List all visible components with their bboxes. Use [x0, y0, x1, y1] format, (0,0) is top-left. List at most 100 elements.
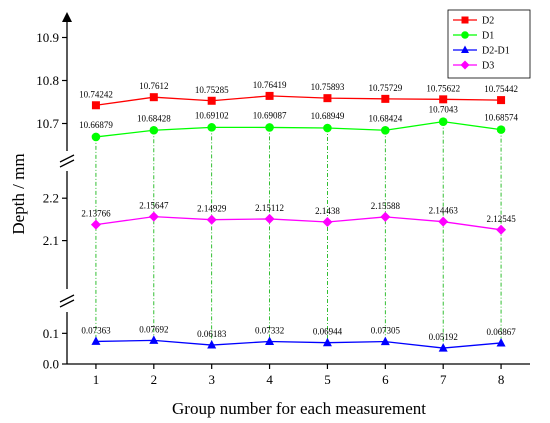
legend-marker-d1 [461, 31, 469, 39]
data-label-d1: 10.69087 [253, 110, 287, 120]
data-point-d3 [496, 224, 507, 235]
data-label-d2: 10.75285 [195, 85, 229, 95]
x-tick-label: 1 [93, 372, 100, 387]
series-line-d3 [95, 216, 502, 231]
data-point-d2 [207, 96, 216, 105]
x-tick-label: 5 [324, 372, 331, 387]
data-label-d2: 10.7612 [139, 81, 168, 91]
data-point-d2 [381, 94, 390, 103]
axis-break-mark [59, 294, 75, 303]
legend-marker-d2 [461, 16, 469, 24]
axis-break-mark [59, 154, 75, 163]
data-point-d2-d1 [322, 337, 332, 347]
data-point-d2 [265, 91, 274, 100]
data-label-d3: 2.14929 [197, 204, 227, 214]
y-tick-label: 10.8 [36, 73, 59, 88]
data-point-d3 [90, 219, 101, 230]
data-label-d2: 10.74242 [79, 89, 113, 99]
data-point-d3 [322, 217, 333, 228]
data-label-d3: 2.15112 [255, 203, 284, 213]
legend-marker-d3 [460, 60, 470, 70]
axes: 0.0 0.1 2.1 2.2 10.7 10.8 10.9 1 2 3 4 5 6 7 8 [36, 12, 530, 387]
y-axis-arrow-icon [62, 12, 72, 22]
x-tick-label: 2 [151, 372, 158, 387]
series-line-d1 [95, 120, 502, 138]
data-label-d1: 10.69102 [195, 110, 229, 120]
data-point-d1 [381, 125, 390, 135]
data-label-d2: 10.76419 [253, 80, 287, 90]
data-point-d1 [265, 123, 274, 132]
series-layer [90, 91, 507, 352]
data-label-d2-d1: 0.06867 [486, 327, 516, 337]
data-point-d2 [497, 96, 506, 105]
data-point-d1 [496, 125, 506, 134]
data-label-d3: 2.1438 [315, 206, 340, 216]
data-point-d2-d1 [380, 336, 390, 346]
data-point-d2 [323, 94, 332, 103]
x-tick-label: 3 [208, 372, 215, 387]
data-label-d2: 10.75622 [426, 83, 460, 93]
data-label-d1: 10.7043 [429, 105, 459, 115]
data-label-d1: 10.66879 [79, 120, 113, 130]
axis-break-mark [59, 159, 75, 168]
data-label-d2-d1: 0.07692 [139, 324, 168, 334]
data-point-d2 [91, 101, 100, 110]
data-point-d1 [323, 123, 332, 133]
y-tick-label: 0.1 [43, 326, 59, 341]
data-label-d2: 10.75442 [484, 84, 518, 94]
data-point-d3 [438, 216, 449, 227]
data-label-d3: 2.12545 [486, 214, 516, 224]
drop-lines [95, 121, 502, 349]
legend-marker-d2-d1 [461, 45, 469, 53]
data-point-d3 [264, 213, 275, 224]
data-label-d2-d1: 0.06183 [197, 329, 227, 339]
data-point-d2-d1 [265, 336, 275, 346]
data-point-d2-d1 [438, 343, 448, 352]
y-tick-label: 2.1 [43, 233, 59, 248]
data-label-d1: 10.68428 [137, 113, 171, 123]
x-tick-label: 8 [498, 372, 505, 387]
data-point-d2-d1 [91, 336, 101, 345]
data-point-d1 [438, 117, 448, 126]
data-point-d3 [380, 211, 391, 222]
series-line-d2-d1 [95, 339, 502, 349]
axis-break-mark [59, 299, 75, 308]
data-label-d2-d1: 0.06944 [313, 327, 343, 337]
data-point-d2 [149, 93, 158, 102]
legend-label-d2-d1: D2-D1 [482, 46, 510, 57]
data-label-d2-d1: 0.07332 [255, 326, 284, 336]
y-tick-label: 0.0 [43, 357, 59, 372]
data-point-d2-d1 [496, 337, 506, 347]
data-label-d3: 2.14463 [429, 206, 459, 216]
data-point-d1 [91, 132, 101, 142]
series-line-d2 [95, 95, 502, 106]
data-label-d2-d1: 0.05192 [429, 332, 458, 342]
x-tick-label: 6 [382, 372, 389, 387]
data-point-d2-d1 [207, 340, 217, 349]
y-tick-label: 10.7 [36, 116, 59, 131]
legend-label-d1: D1 [482, 31, 494, 42]
data-label-d3: 2.15588 [371, 201, 401, 211]
data-point-d1 [207, 123, 216, 132]
data-label-d1: 10.68424 [368, 113, 402, 123]
data-label-d2: 10.75729 [368, 83, 402, 93]
y-tick-label: 2.2 [43, 191, 59, 206]
x-tick-label: 4 [266, 372, 273, 387]
data-label-d1: 10.68574 [484, 113, 518, 123]
data-label-d1: 10.68949 [311, 111, 345, 121]
x-tick-label: 7 [440, 372, 447, 387]
data-point-d2-d1 [149, 335, 159, 344]
legend-label-d2: D2 [482, 16, 494, 27]
y-tick-label: 10.9 [36, 30, 59, 45]
x-axis-title: Group number for each measurement [172, 399, 426, 418]
data-label-d2: 10.75893 [311, 82, 345, 92]
data-point-d1 [149, 125, 159, 135]
legend: D2 D1 D2-D1 D3 [447, 9, 531, 79]
data-label-d2-d1: 0.07305 [371, 326, 401, 336]
data-point-d2 [439, 95, 448, 104]
data-label-d3: 2.15647 [139, 201, 169, 211]
data-point-d3 [148, 211, 159, 222]
data-label-d2-d1: 0.07363 [81, 325, 111, 335]
data-labels: 10.74242 10.7612 10.75285 10.76419 10.75893 1… [79, 80, 518, 342]
